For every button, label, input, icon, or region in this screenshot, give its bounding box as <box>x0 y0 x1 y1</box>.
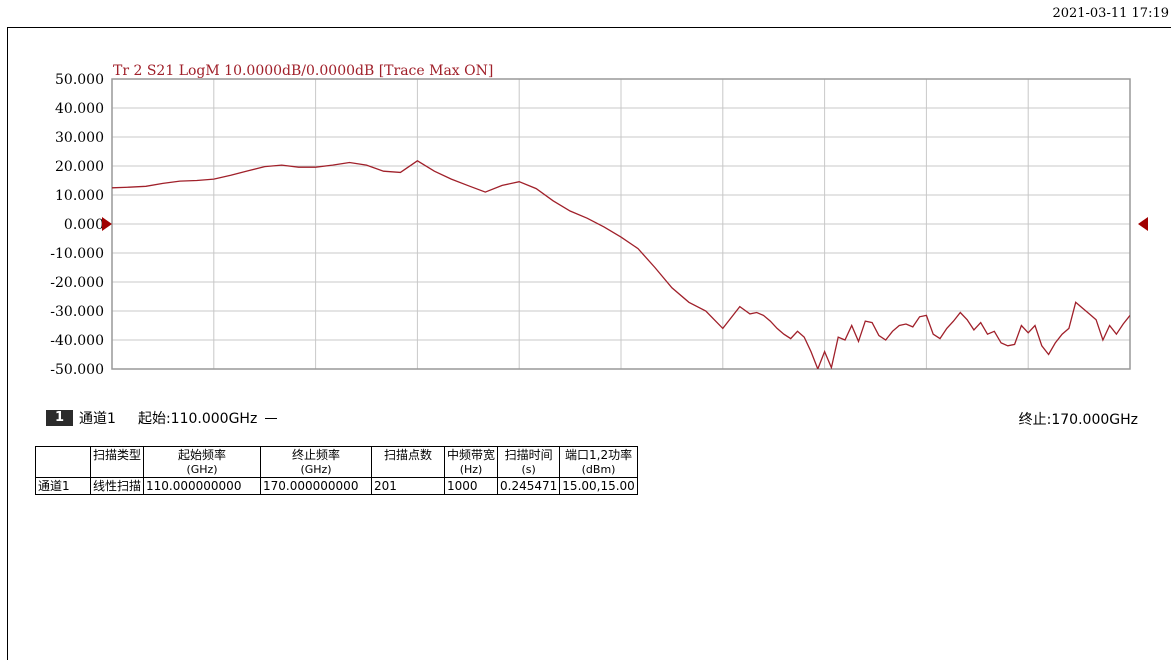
y-tick-label: 30.000 <box>55 130 104 146</box>
header-cell-points: 扫描点数 <box>372 447 445 478</box>
header-cell-sweep-time: 扫描时间 (s) <box>498 447 560 478</box>
y-tick-label: -30.000 <box>50 304 104 320</box>
cell-if-bandwidth: 1000 <box>445 478 498 495</box>
channel-status-bar: 1 通道1 起始:110.000GHz <box>46 409 277 427</box>
y-tick-label: 50.000 <box>55 72 104 88</box>
s21-trace-chart: 50.000 40.000 30.000 20.000 10.000 0.000 -10.0… <box>8 28 1168 408</box>
y-tick-label: -50.000 <box>50 362 104 378</box>
reference-marker-left <box>102 217 112 231</box>
display-panel: 50.000 40.000 30.000 20.000 10.000 0.000 -10.0… <box>7 27 1171 660</box>
y-tick-label: 40.000 <box>55 101 104 117</box>
header-cell-if-bandwidth: 中频带宽 (Hz) <box>445 447 498 478</box>
stop-frequency-label: 终止:170.000GHz <box>1019 409 1138 429</box>
table-header-row: 扫描类型 起始频率 (GHz) 终止频率 (GHz) 扫描点数 中频带宽 (Hz) 扫… <box>36 447 638 478</box>
y-tick-label: 20.000 <box>55 159 104 175</box>
cell-start-freq: 110.000000000 <box>144 478 261 495</box>
header-cell-port-power: 端口1,2功率 (dBm) <box>560 447 638 478</box>
header-cell-sweep-type: 扫描类型 <box>91 447 144 478</box>
table-row: 通道1 线性扫描 110.000000000 170.000000000 201… <box>36 478 638 495</box>
y-tick-label: 0.000 <box>64 217 104 233</box>
header-cell-start-freq: 起始频率 (GHz) <box>144 447 261 478</box>
sweep-params-table: 扫描类型 起始频率 (GHz) 终止频率 (GHz) 扫描点数 中频带宽 (Hz) 扫… <box>35 446 638 495</box>
cell-stop-freq: 170.000000000 <box>261 478 372 495</box>
y-tick-label: -20.000 <box>50 275 104 291</box>
start-frequency-label: 起始:110.000GHz <box>138 408 257 428</box>
cell-sweep-time: 0.245471 <box>498 478 560 495</box>
trace-title: Tr 2 S21 LogM 10.0000dB/0.0000dB [Trace … <box>113 63 493 79</box>
dash-divider <box>265 418 277 419</box>
header-cell-stop-freq: 终止频率 (GHz) <box>261 447 372 478</box>
y-tick-label: 10.000 <box>55 188 104 204</box>
cell-channel: 通道1 <box>36 478 91 495</box>
channel-number-badge[interactable]: 1 <box>46 410 73 426</box>
cell-port-power: 15.00,15.00 <box>560 478 638 495</box>
timestamp: 2021-03-11 17:19 <box>1052 6 1169 21</box>
y-tick-label: -10.000 <box>50 246 104 262</box>
cell-sweep-type: 线性扫描 <box>91 478 144 495</box>
channel-label: 通道1 <box>79 408 116 428</box>
cell-points: 201 <box>372 478 445 495</box>
y-tick-label: -40.000 <box>50 333 104 349</box>
reference-marker-right <box>1138 217 1148 231</box>
header-cell-empty <box>36 447 91 478</box>
